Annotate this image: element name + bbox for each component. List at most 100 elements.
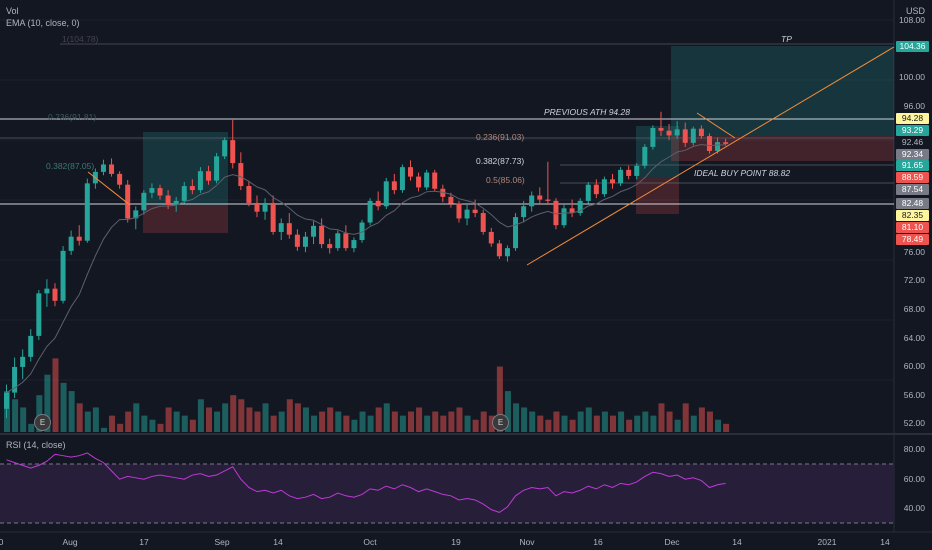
volume-bar [472, 419, 479, 432]
volume-bar [335, 411, 342, 432]
volume-bar [84, 411, 91, 432]
volume-bar [383, 403, 390, 432]
volume-bar [610, 415, 616, 432]
position-profit-tp [671, 46, 894, 135]
candle-body [690, 128, 696, 143]
candle-body [52, 288, 58, 301]
volume-bar [222, 403, 229, 432]
volume-bar [424, 415, 431, 432]
price-tick: 64.00 [903, 333, 925, 343]
earnings-badge[interactable]: E [492, 414, 509, 431]
candle-body [698, 128, 704, 137]
vol-indicator-label[interactable]: Vol [6, 6, 19, 16]
volume-bar [391, 411, 398, 432]
trendline-august [87, 171, 131, 206]
ema-indicator-label[interactable]: EMA (10, close, 0) [6, 18, 80, 28]
candle-body [658, 128, 664, 131]
volume-bar [432, 411, 439, 432]
time-tick: Aug [62, 537, 78, 547]
candle-body [626, 169, 632, 176]
fib-label: 0.5(85.06) [486, 175, 525, 185]
volume-bar [408, 411, 414, 432]
price-label: 94.28 [896, 113, 929, 124]
ema-line [6, 144, 726, 394]
candle-body [28, 335, 34, 357]
volume-bar [12, 399, 19, 432]
candle-body [416, 176, 422, 188]
candle-body [278, 223, 284, 232]
price-tick: 96.00 [903, 101, 925, 111]
volume-bar [351, 419, 358, 432]
candle-body [642, 146, 648, 166]
volume-bar [601, 411, 608, 432]
price-label: 78.49 [896, 234, 929, 245]
volume-bar [302, 407, 309, 432]
candle-body [173, 200, 179, 205]
time-tick: 17 [139, 537, 149, 547]
earnings-badge[interactable]: E [34, 414, 51, 431]
price-tick: 108.00 [899, 15, 925, 25]
volume-bar [60, 382, 67, 432]
fib-label: 0.236(91.81) [48, 112, 97, 122]
candle-body [206, 171, 211, 181]
candle-body [408, 167, 413, 177]
candle-body [254, 202, 260, 212]
volume-bar [343, 415, 350, 432]
rsi-line [6, 452, 726, 513]
ideal-buy-annotation[interactable]: IDEAL BUY POINT 88.82 [694, 168, 791, 178]
volume-bar [254, 411, 261, 432]
volume-bar [125, 411, 132, 432]
volume-bar [569, 419, 576, 432]
candle-body [577, 200, 583, 214]
candle-body [76, 236, 82, 241]
candle-body [456, 203, 462, 219]
candle-body [367, 200, 373, 223]
volume-bar [480, 411, 487, 432]
volume-bars [4, 358, 730, 432]
volume-bar [133, 403, 140, 432]
candle-body [383, 181, 389, 207]
price-label: 93.29 [896, 125, 929, 136]
rsi-indicator-label[interactable]: RSI (14, close) [6, 440, 66, 450]
volume-bar [327, 407, 334, 432]
volume-bar [141, 415, 148, 432]
candle-body [496, 243, 502, 257]
volume-bar [173, 411, 180, 432]
price-tick: 60.00 [903, 361, 925, 371]
volume-bar [488, 415, 495, 432]
volume-bar [521, 407, 528, 432]
volume-bar [553, 411, 560, 432]
previous-ath-annotation[interactable]: PREVIOUS ATH 94.28 [544, 107, 630, 117]
candle-body [521, 206, 527, 218]
time-tick: Dec [664, 537, 680, 547]
candle-body [109, 164, 115, 174]
volume-bar [658, 403, 665, 432]
candle-body [165, 195, 171, 205]
candle-body [569, 208, 575, 214]
candle-body [723, 142, 729, 144]
rsi-band [0, 464, 894, 523]
candle-body [399, 167, 405, 191]
price-tick: 68.00 [903, 304, 925, 314]
volume-bar [416, 407, 423, 432]
candle-body [715, 142, 721, 151]
candle-body [133, 210, 139, 219]
volume-bar [496, 366, 503, 432]
volume-bar [440, 415, 447, 432]
candle-body [270, 202, 276, 232]
fib-label: 0.382(87.05) [46, 161, 95, 171]
volume-bar [642, 411, 649, 432]
volume-bar [230, 395, 237, 432]
volume-bar [197, 399, 204, 432]
volume-bar [246, 407, 253, 432]
price-tick: 76.00 [903, 247, 925, 257]
candle-body [391, 181, 397, 191]
trendline-uptrend [526, 46, 895, 266]
volume-bar [149, 419, 156, 432]
candle-body [375, 200, 381, 207]
volume-bar [36, 395, 43, 432]
time-tick: 2021 [817, 537, 837, 547]
volume-bar [181, 415, 188, 432]
tp-annotation[interactable]: TP [781, 34, 792, 44]
